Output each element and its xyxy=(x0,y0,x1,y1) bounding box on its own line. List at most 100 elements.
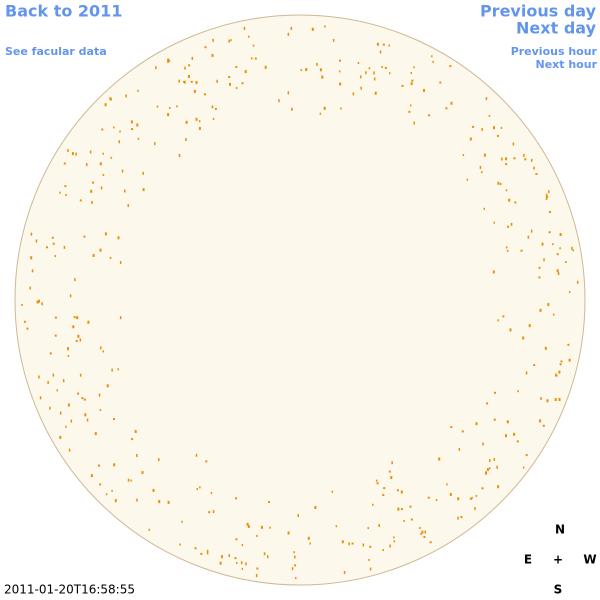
facula xyxy=(83,398,86,401)
facula xyxy=(105,493,108,496)
facula xyxy=(30,232,33,236)
facula xyxy=(533,364,536,367)
facula xyxy=(184,80,186,84)
facula xyxy=(167,500,170,504)
facula xyxy=(552,243,554,246)
facula xyxy=(106,384,109,388)
facula xyxy=(506,420,509,424)
faculae xyxy=(21,25,579,580)
facula xyxy=(54,316,57,319)
facula xyxy=(439,81,442,84)
facula xyxy=(307,536,310,540)
previous-hour-link[interactable]: Previous hour xyxy=(511,45,598,58)
compass-west: W xyxy=(583,553,596,567)
facula xyxy=(508,198,511,202)
facula xyxy=(471,496,473,499)
facula xyxy=(316,62,318,66)
facula xyxy=(548,231,551,234)
facula xyxy=(59,191,61,194)
facula xyxy=(431,55,433,58)
facula xyxy=(410,72,412,74)
facula xyxy=(127,478,130,482)
facula xyxy=(243,26,246,30)
facula xyxy=(54,255,56,258)
facula xyxy=(512,142,515,146)
facula xyxy=(196,488,198,491)
facula xyxy=(481,127,483,131)
facula xyxy=(90,474,93,478)
facula xyxy=(351,542,354,545)
facula xyxy=(528,324,531,328)
facula xyxy=(410,82,413,86)
facula xyxy=(517,390,519,393)
facula xyxy=(111,489,113,492)
facula xyxy=(181,520,183,523)
facula xyxy=(297,514,299,518)
facula xyxy=(191,56,194,60)
facula xyxy=(379,50,382,54)
facula xyxy=(421,530,424,534)
facula xyxy=(92,181,95,184)
facula xyxy=(483,207,485,210)
facula xyxy=(558,370,561,374)
facula xyxy=(483,153,486,157)
facula xyxy=(520,249,523,252)
facula xyxy=(389,72,391,75)
facula xyxy=(461,430,464,433)
facula xyxy=(212,117,215,120)
facula xyxy=(457,516,459,520)
facula xyxy=(67,347,69,351)
facular-data-link[interactable]: See facular data xyxy=(5,45,107,58)
facula xyxy=(500,183,502,185)
facula xyxy=(314,506,317,509)
facula xyxy=(331,490,334,493)
facula xyxy=(525,371,528,375)
facula xyxy=(492,270,495,274)
facula xyxy=(121,169,124,173)
facula xyxy=(357,62,360,64)
next-day-link[interactable]: Next day xyxy=(516,19,597,38)
facula xyxy=(49,406,51,410)
facula xyxy=(527,235,530,239)
back-link[interactable]: Back to 2011 xyxy=(5,2,122,21)
solar-disk xyxy=(14,14,586,586)
facula xyxy=(525,454,528,457)
facula xyxy=(142,188,145,192)
previous-day-link[interactable]: Previous day xyxy=(480,2,597,21)
facula xyxy=(65,194,67,196)
facula xyxy=(435,499,438,502)
facula xyxy=(497,485,500,489)
facula xyxy=(247,525,250,529)
facula xyxy=(400,490,403,494)
facula xyxy=(206,549,209,552)
facula xyxy=(419,527,421,529)
facula xyxy=(38,375,40,379)
facula xyxy=(540,397,542,401)
facula xyxy=(269,526,271,529)
facula xyxy=(69,294,72,298)
facula xyxy=(268,501,271,503)
facula xyxy=(507,225,509,228)
facula xyxy=(558,398,561,401)
facula xyxy=(383,487,386,490)
facula xyxy=(141,471,144,475)
facula xyxy=(117,368,119,371)
facula xyxy=(413,66,415,69)
facula xyxy=(428,114,431,117)
next-hour-link[interactable]: Next hour xyxy=(536,58,598,71)
facula xyxy=(204,46,207,49)
facula xyxy=(556,269,559,273)
facula xyxy=(229,82,231,86)
facula xyxy=(113,126,115,129)
facula xyxy=(51,236,54,239)
facula xyxy=(375,479,378,482)
facula xyxy=(23,320,26,323)
facula xyxy=(83,235,86,238)
facula xyxy=(59,411,62,415)
facula xyxy=(52,373,55,377)
facula xyxy=(46,246,48,249)
facula xyxy=(94,432,97,436)
facula xyxy=(212,510,215,514)
facula xyxy=(99,248,102,252)
facula xyxy=(67,403,70,407)
